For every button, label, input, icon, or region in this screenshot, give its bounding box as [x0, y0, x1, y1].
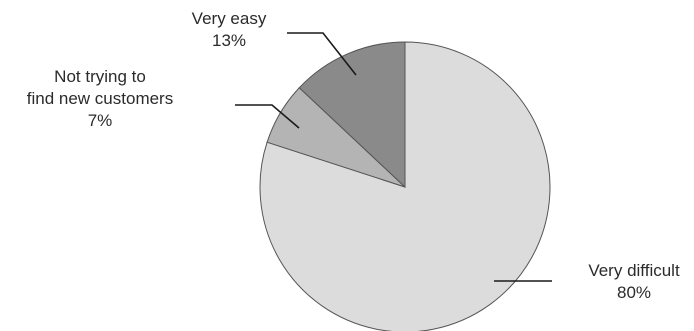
- slice-label-2: Very easy 13%: [192, 9, 267, 50]
- leader-line-2: [287, 32, 357, 76]
- leader-lines: [235, 32, 552, 282]
- slice-value-label-1: 7%: [88, 111, 113, 130]
- pie-slices: [259, 41, 551, 331]
- slice-name-line-1-1: find new customers: [27, 89, 173, 108]
- slice-name-line-1-0: Not trying to: [54, 67, 146, 86]
- slice-value-label-0: 80%: [617, 283, 651, 302]
- pie-slice-2: [298, 41, 406, 189]
- slice-labels: Very difficult 80% Not trying to find new c…: [27, 9, 680, 302]
- slice-name-line-0-0: Very difficult: [588, 261, 680, 280]
- leader-line-1: [235, 104, 300, 129]
- slice-label-1: Not trying to find new customers 7%: [27, 67, 173, 130]
- slice-value-label-2: 13%: [212, 31, 246, 50]
- slice-label-0: Very difficult 80%: [588, 261, 680, 302]
- slice-name-line-2-0: Very easy: [192, 9, 267, 28]
